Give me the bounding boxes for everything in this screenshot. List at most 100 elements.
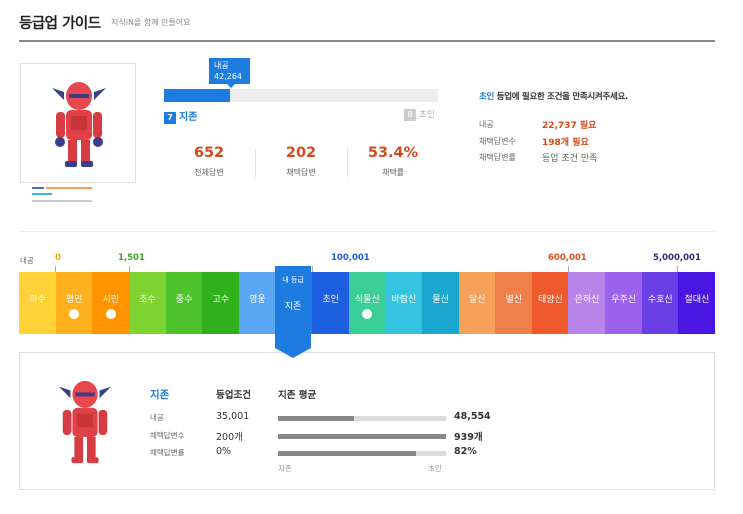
level-name: 절대신 [684, 295, 710, 305]
naegong-bubble: 내공 42,264 [209, 58, 250, 88]
threshold-tick [568, 266, 569, 272]
threshold-tick [677, 266, 678, 272]
page-header: 등급업 가이드 지식iN을 함께 만들어요 [19, 12, 715, 42]
requirement-value: 198개 필요 [542, 138, 589, 148]
coin-icon [362, 309, 373, 319]
level-15[interactable]: 태양신 [531, 272, 569, 334]
detail-row: 내공 35,001 48,554 [150, 411, 550, 425]
stat-total-answers: 652 전체답변 [164, 145, 254, 178]
level-19[interactable]: 절대신 [678, 272, 716, 334]
level-16[interactable]: 은하신 [568, 272, 606, 334]
level-7[interactable]: 영웅 [238, 272, 276, 334]
requirement-row: 채택답변률 등업 조건 만족 [479, 151, 679, 165]
level-10[interactable]: 식물신 [348, 272, 386, 334]
level-3[interactable]: 시민 [92, 272, 130, 334]
level-11[interactable]: 바람신 [385, 272, 423, 334]
level-detail-panel: 지존 등업조건 지존 평균 내공 35,001 48,554 채택답변수 200개 939… [19, 352, 715, 490]
requirements-level: 초인 [479, 92, 495, 102]
stat-label: 채택답변 [286, 168, 316, 177]
naegong-bubble-label: 내공 [214, 61, 229, 70]
detail-row: 채택답변률 0% 82% [150, 446, 550, 460]
current-level: 7 지존 [164, 108, 197, 124]
detail-average-bar [278, 451, 446, 456]
my-level-marker-name: 지존 [284, 302, 302, 312]
coin-icon [105, 309, 116, 319]
level-4[interactable]: 초수 [128, 272, 167, 334]
level-progress-bar [164, 89, 438, 102]
naegong-bubble-value: 42,264 [214, 72, 242, 81]
detail-average: 48,554 [454, 411, 491, 422]
level-name: 물신 [432, 295, 449, 305]
level-name: 중수 [175, 295, 193, 305]
detail-condition: 35,001 [216, 411, 250, 422]
level-name: 달신 [468, 295, 486, 305]
stat-value: 202 [285, 145, 317, 161]
requirements-heading: 초인 등업에 필요한 조건을 만족시켜주세요. [479, 90, 628, 102]
threshold-axis-label: 내공 [20, 256, 34, 265]
level-1[interactable]: 하수 [19, 272, 57, 334]
detail-condition-heading: 등업조건 [216, 390, 251, 401]
detail-average-bar [278, 416, 446, 421]
level-progress-fill [164, 89, 230, 102]
robot-avatar-icon [58, 380, 112, 464]
level-name: 우주신 [611, 295, 637, 305]
level-name: 하수 [29, 295, 46, 305]
my-level-marker: 내 등급 지존 [275, 266, 311, 358]
level-name: 초인 [322, 295, 339, 305]
level-9[interactable]: 초인 [312, 272, 350, 334]
next-level: 8 초인 [404, 108, 435, 121]
level-2[interactable]: 평민 [55, 272, 93, 334]
requirement-row: 내공 22,737 필요 [479, 118, 679, 132]
section-divider [19, 231, 715, 232]
requirement-value: 등업 조건 만족 [542, 154, 598, 164]
level-name: 영웅 [249, 295, 266, 305]
threshold-tick [55, 266, 56, 272]
detail-average: 82% [454, 446, 477, 457]
requirement-key: 채택답변률 [479, 153, 516, 162]
level-name: 초수 [139, 295, 156, 305]
stat-label: 전체답변 [194, 168, 224, 177]
detail-condition: 0% [216, 446, 232, 457]
level-14[interactable]: 별신 [495, 272, 533, 334]
requirement-value: 22,737 필요 [542, 121, 597, 131]
level-5[interactable]: 중수 [165, 272, 203, 334]
level-name: 바람신 [391, 295, 417, 305]
level-name: 태양신 [537, 295, 563, 305]
stat-selected-answers: 202 채택답변 [256, 145, 346, 178]
profile-avatar-card [20, 63, 136, 183]
level-name: 고수 [212, 295, 229, 305]
level-strip: 하수 평민 시민 초수 중수 고수 영웅지존 초인 식물신 바람신 물신 달신 별신 태양신 은하신 우주신 수… [19, 272, 716, 334]
detail-row: 채택답변수 200개 939개 [150, 429, 550, 443]
detail-average-fill [278, 416, 354, 421]
level-6[interactable]: 고수 [202, 272, 240, 334]
threshold-1: 1,501 [118, 253, 145, 263]
level-18[interactable]: 수호신 [641, 272, 679, 334]
detail-average: 939개 [454, 432, 483, 443]
detail-average-fill [278, 434, 446, 439]
detail-bar-end-label: 초인 [428, 464, 442, 473]
level-13[interactable]: 달신 [458, 272, 496, 334]
stat-divider [255, 149, 256, 177]
level-12[interactable]: 물신 [421, 272, 460, 334]
page-subtitle: 지식iN을 함께 만들어요 [111, 18, 191, 27]
threshold-0: 0 [55, 253, 61, 263]
coin-icon [69, 309, 80, 319]
answer-stats: 652 전체답변 202 채택답변 53.4% 채택률 [164, 145, 438, 185]
robot-avatar-icon [52, 82, 106, 167]
level-17[interactable]: 우주신 [605, 272, 643, 334]
requirement-key: 내공 [479, 120, 494, 129]
level-name: 수호신 [647, 295, 673, 305]
requirements-text: 등업에 필요한 조건을 만족시켜주세요. [494, 92, 629, 102]
level-name: 식물신 [354, 295, 380, 305]
threshold-3: 600,001 [548, 253, 587, 263]
next-level-num: 8 [404, 109, 416, 121]
threshold-4: 5,000,001 [653, 253, 701, 263]
stat-divider [347, 149, 348, 177]
my-level-marker-label: 내 등급 [282, 276, 304, 284]
next-level-name: 초인 [419, 110, 435, 120]
detail-average-heading: 지존 평균 [278, 390, 317, 401]
detail-average-bar [278, 434, 446, 439]
level-name: 은하신 [574, 295, 600, 305]
level-name: 시민 [102, 295, 120, 305]
current-level-name: 지존 [179, 112, 198, 123]
